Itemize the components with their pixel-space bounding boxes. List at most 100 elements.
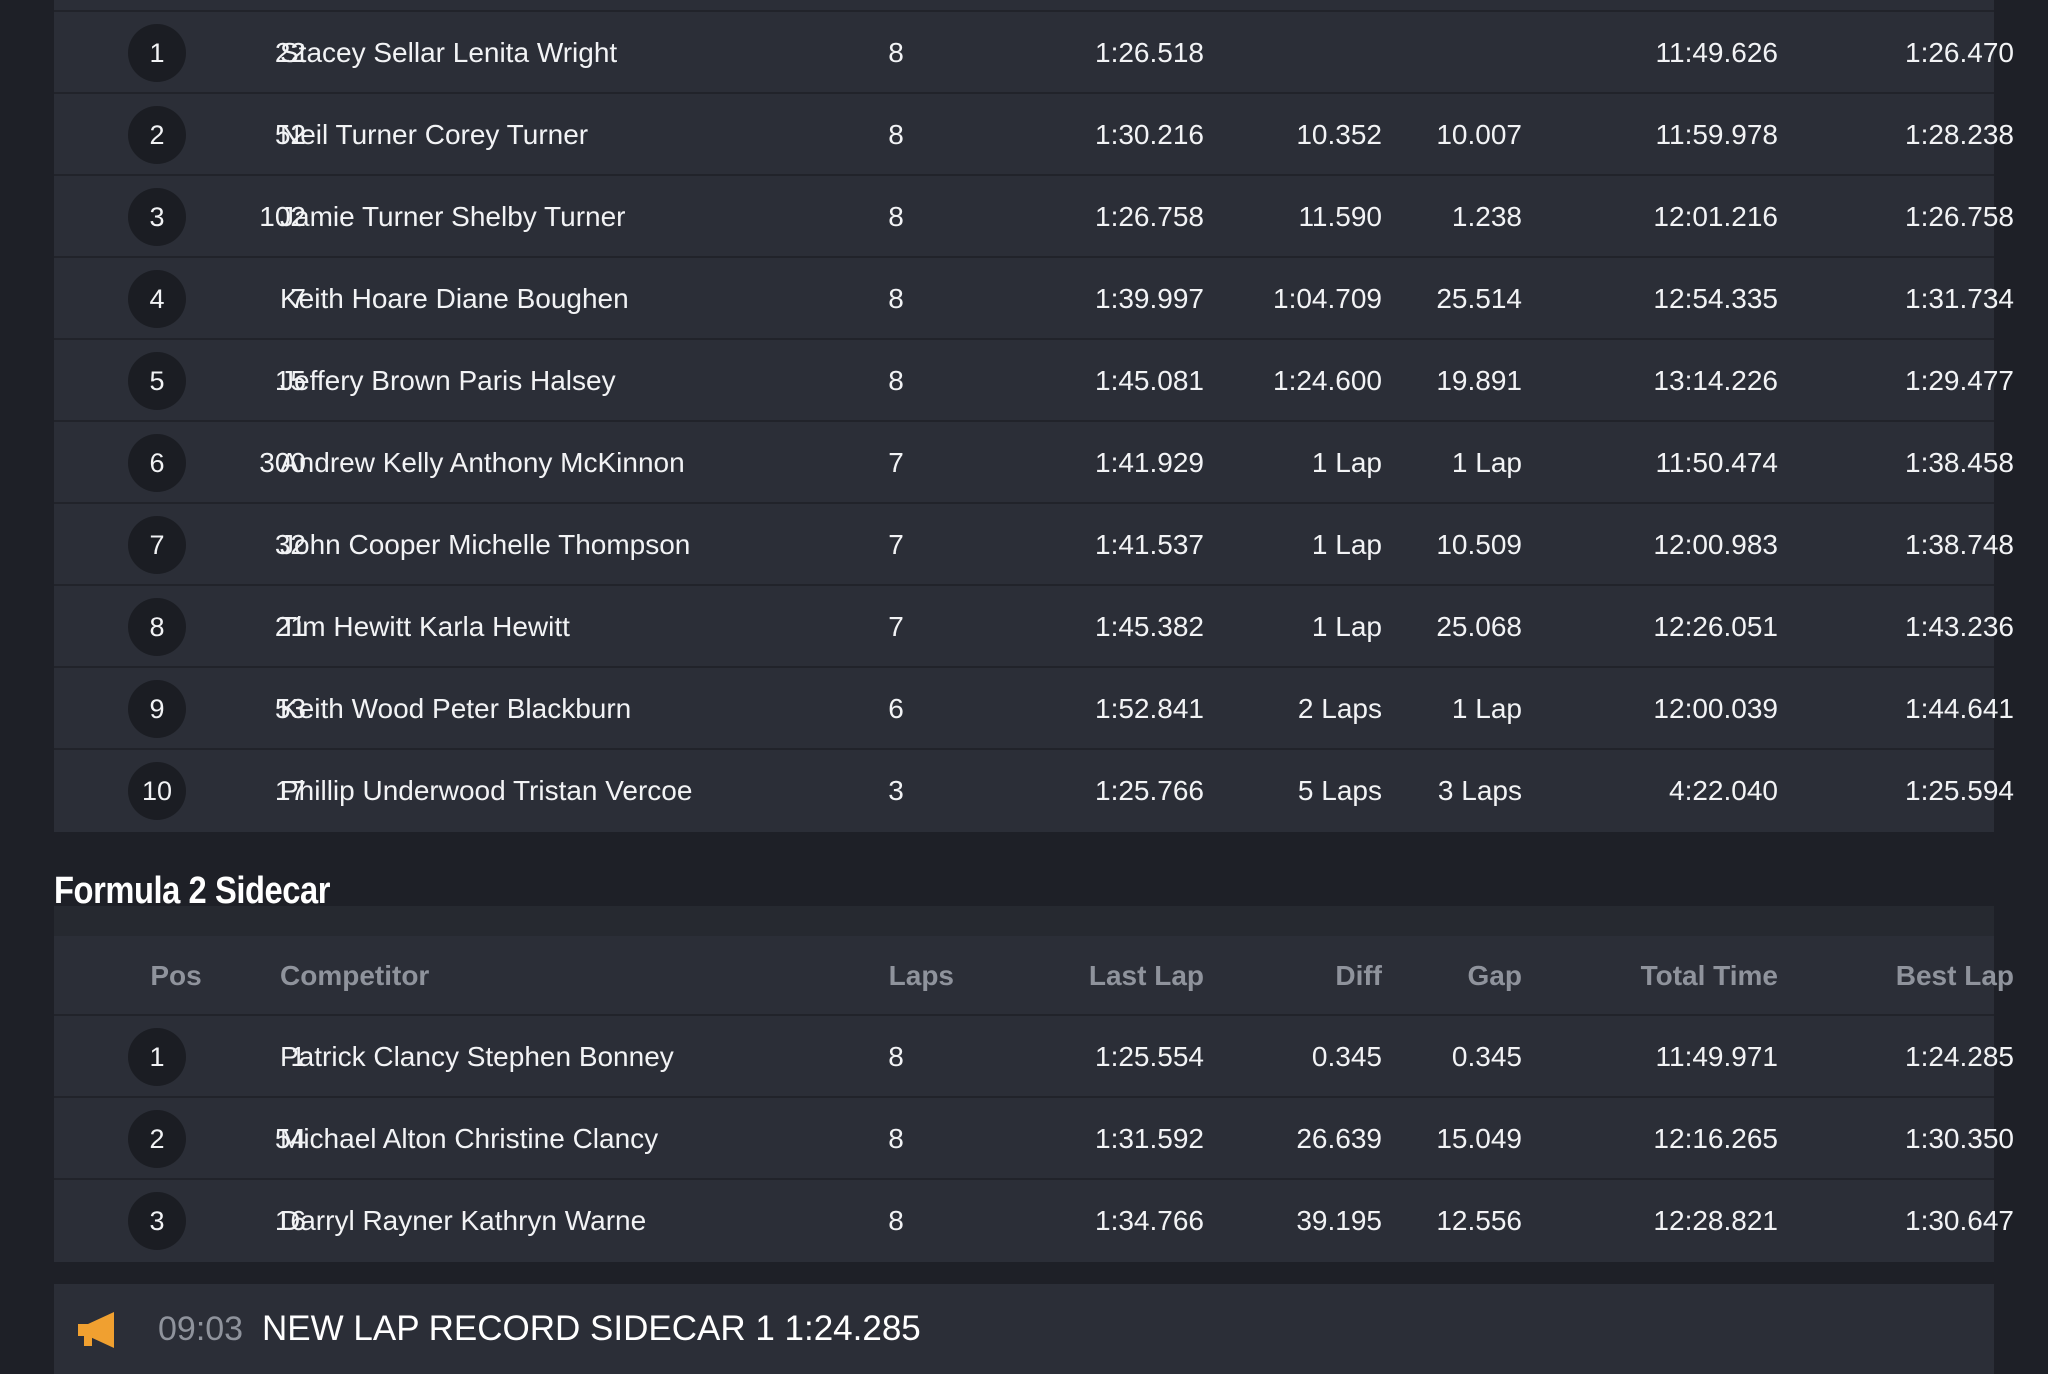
table-row[interactable]: 10 17 Phillip Underwood Tristan Vercoe 3 1:2…	[54, 750, 2014, 832]
competitor-name: Jamie Turner Shelby Turner	[280, 201, 626, 232]
table-row[interactable]: 5 15 Jeffery Brown Paris Halsey 8 1:45.081 1:…	[54, 340, 2014, 422]
gap-cell: 0.345	[1451, 1041, 1522, 1072]
race2-results-body: 1 1 Patrick Clancy Stephen Bonney 8 1:25.554…	[54, 1016, 2014, 1262]
laps-cell: 8	[888, 201, 904, 232]
last-lap-cell: 1:26.758	[1095, 201, 1204, 232]
gap-cell: 25.514	[1436, 283, 1522, 314]
position-badge: 3	[128, 188, 186, 246]
announcement-time: 09:03	[158, 1310, 244, 1348]
laps-cell: 7	[888, 611, 904, 642]
header-laps[interactable]: Laps	[888, 960, 954, 991]
position-badge: 6	[128, 434, 186, 492]
diff-cell: 39.195	[1296, 1205, 1382, 1236]
best-lap-cell: 1:24.285	[1905, 1041, 2014, 1072]
competitor-number: 16	[274, 1205, 306, 1236]
diff-cell: 11.590	[1298, 201, 1382, 232]
header-best-lap[interactable]: Best Lap	[1895, 960, 2014, 991]
competitor-number: 300	[259, 447, 306, 478]
competitor-number: 7	[290, 283, 306, 314]
header-total-time[interactable]: Total Time	[1640, 960, 1778, 991]
header-last-lap[interactable]: Last Lap	[1088, 960, 1204, 991]
table-row[interactable]: 2 54 Michael Alton Christine Clancy 8 1:31.5…	[54, 1098, 2014, 1180]
competitor-name: Stacey Sellar Lenita Wright	[280, 37, 618, 68]
table-row[interactable]: 7 32 John Cooper Michelle Thompson 7 1:41.53…	[54, 504, 2014, 586]
best-lap-cell: 1:43.236	[1905, 611, 2014, 642]
race1-results-body: 1 22 Stacey Sellar Lenita Wright 8 1:26.518 1…	[54, 12, 2014, 832]
header-diff[interactable]: Diff	[1335, 960, 1382, 991]
competitor-number: 53	[274, 693, 306, 724]
header-competitor[interactable]: Competitor	[280, 960, 430, 991]
best-lap-cell: 1:44.641	[1905, 693, 2014, 724]
best-lap-cell: 1:29.477	[1905, 365, 2014, 396]
last-lap-cell: 1:45.382	[1095, 611, 1204, 642]
gap-cell: 25.068	[1436, 611, 1522, 642]
section-title-bar	[54, 906, 1994, 936]
table-row[interactable]: 6 300 Andrew Kelly Anthony McKinnon 7 1:41.9…	[54, 422, 2014, 504]
total-time-cell: 13:14.226	[1653, 365, 1778, 396]
competitor-name: Tim Hewitt Karla Hewitt	[280, 611, 570, 642]
total-time-cell: 12:28.821	[1653, 1205, 1778, 1236]
diff-cell: 26.639	[1296, 1123, 1382, 1154]
last-lap-cell: 1:31.592	[1095, 1123, 1204, 1154]
table-row[interactable]: 1 1 Patrick Clancy Stephen Bonney 8 1:25.554…	[54, 1016, 2014, 1098]
competitor-name: Patrick Clancy Stephen Bonney	[280, 1041, 674, 1072]
diff-cell: 1 Lap	[1311, 447, 1382, 478]
race2-results-table: Pos Competitor Laps Last Lap Diff Gap To…	[54, 936, 2014, 1262]
table-row[interactable]: 9 53 Keith Wood Peter Blackburn 6 1:52.841 2 …	[54, 668, 2014, 750]
competitor-name: Andrew Kelly Anthony McKinnon	[280, 447, 685, 478]
position-badge: 9	[128, 680, 186, 738]
total-time-cell: 12:00.983	[1653, 529, 1778, 560]
last-lap-cell: 1:41.537	[1095, 529, 1204, 560]
competitor-name: John Cooper Michelle Thompson	[280, 529, 691, 560]
best-lap-cell: 1:26.758	[1905, 201, 2014, 232]
table-row[interactable]: 3 102 Jamie Turner Shelby Turner 8 1:26.758 1…	[54, 176, 2014, 258]
announcement-bar: 09:03 NEW LAP RECORD SIDECAR 1 1:24.285	[54, 1284, 1994, 1374]
last-lap-cell: 1:41.929	[1095, 447, 1204, 478]
laps-cell: 8	[888, 1041, 904, 1072]
table-row[interactable]: 3 16 Darryl Rayner Kathryn Warne 8 1:34.766 3…	[54, 1180, 2014, 1262]
competitor-number: 21	[274, 611, 306, 642]
laps-cell: 8	[888, 37, 904, 68]
competitor-name: Jeffery Brown Paris Halsey	[280, 365, 616, 396]
position-badge: 1	[128, 1028, 186, 1086]
best-lap-cell: 1:38.748	[1905, 529, 2014, 560]
competitor-name: Michael Alton Christine Clancy	[280, 1123, 659, 1154]
total-time-cell: 12:26.051	[1653, 611, 1778, 642]
diff-cell: 0.345	[1311, 1041, 1382, 1072]
competitor-name: Keith Wood Peter Blackburn	[280, 693, 632, 724]
diff-cell: 2 Laps	[1297, 693, 1382, 724]
position-badge: 2	[128, 106, 186, 164]
competitor-number: 1	[290, 1041, 306, 1072]
competitor-name: Darryl Rayner Kathryn Warne	[280, 1205, 647, 1236]
table-row[interactable]: 8 21 Tim Hewitt Karla Hewitt 7 1:45.382 1 Lap…	[54, 586, 2014, 668]
best-lap-cell: 1:30.350	[1905, 1123, 2014, 1154]
competitor-number: 102	[259, 201, 306, 232]
laps-cell: 8	[888, 283, 904, 314]
total-time-cell: 12:54.335	[1653, 283, 1778, 314]
gap-cell: 1.238	[1451, 201, 1522, 232]
position-badge: 5	[128, 352, 186, 410]
gap-cell: 1 Lap	[1451, 447, 1522, 478]
laps-cell: 8	[888, 1205, 904, 1236]
section-title: Formula 2 Sidecar	[54, 870, 331, 912]
total-time-cell: 11:50.474	[1655, 447, 1779, 478]
header-gap[interactable]: Gap	[1467, 960, 1522, 991]
laps-cell: 3	[888, 775, 904, 806]
position-badge: 2	[128, 1110, 186, 1168]
competitor-name: Keith Hoare Diane Boughen	[280, 283, 629, 314]
laps-cell: 6	[888, 693, 904, 724]
diff-cell	[1204, 12, 1382, 94]
position-badge: 7	[128, 516, 186, 574]
table-row[interactable]: 1 22 Stacey Sellar Lenita Wright 8 1:26.518 1…	[54, 12, 2014, 94]
diff-cell: 1:04.709	[1273, 283, 1382, 314]
last-lap-cell: 1:52.841	[1095, 693, 1204, 724]
megaphone-icon	[78, 1312, 114, 1348]
best-lap-cell: 1:25.594	[1905, 775, 2014, 806]
table-row[interactable]: 2 52 Neil Turner Corey Turner 8 1:30.216 10.3…	[54, 94, 2014, 176]
header-pos[interactable]: Pos	[150, 960, 202, 991]
diff-cell: 10.352	[1296, 119, 1382, 150]
last-lap-cell: 1:34.766	[1095, 1205, 1204, 1236]
competitor-number: 32	[274, 529, 306, 560]
table-row[interactable]: 4 7 Keith Hoare Diane Boughen 8 1:39.997 1:04…	[54, 258, 2014, 340]
gap-cell: 3 Laps	[1437, 775, 1522, 806]
